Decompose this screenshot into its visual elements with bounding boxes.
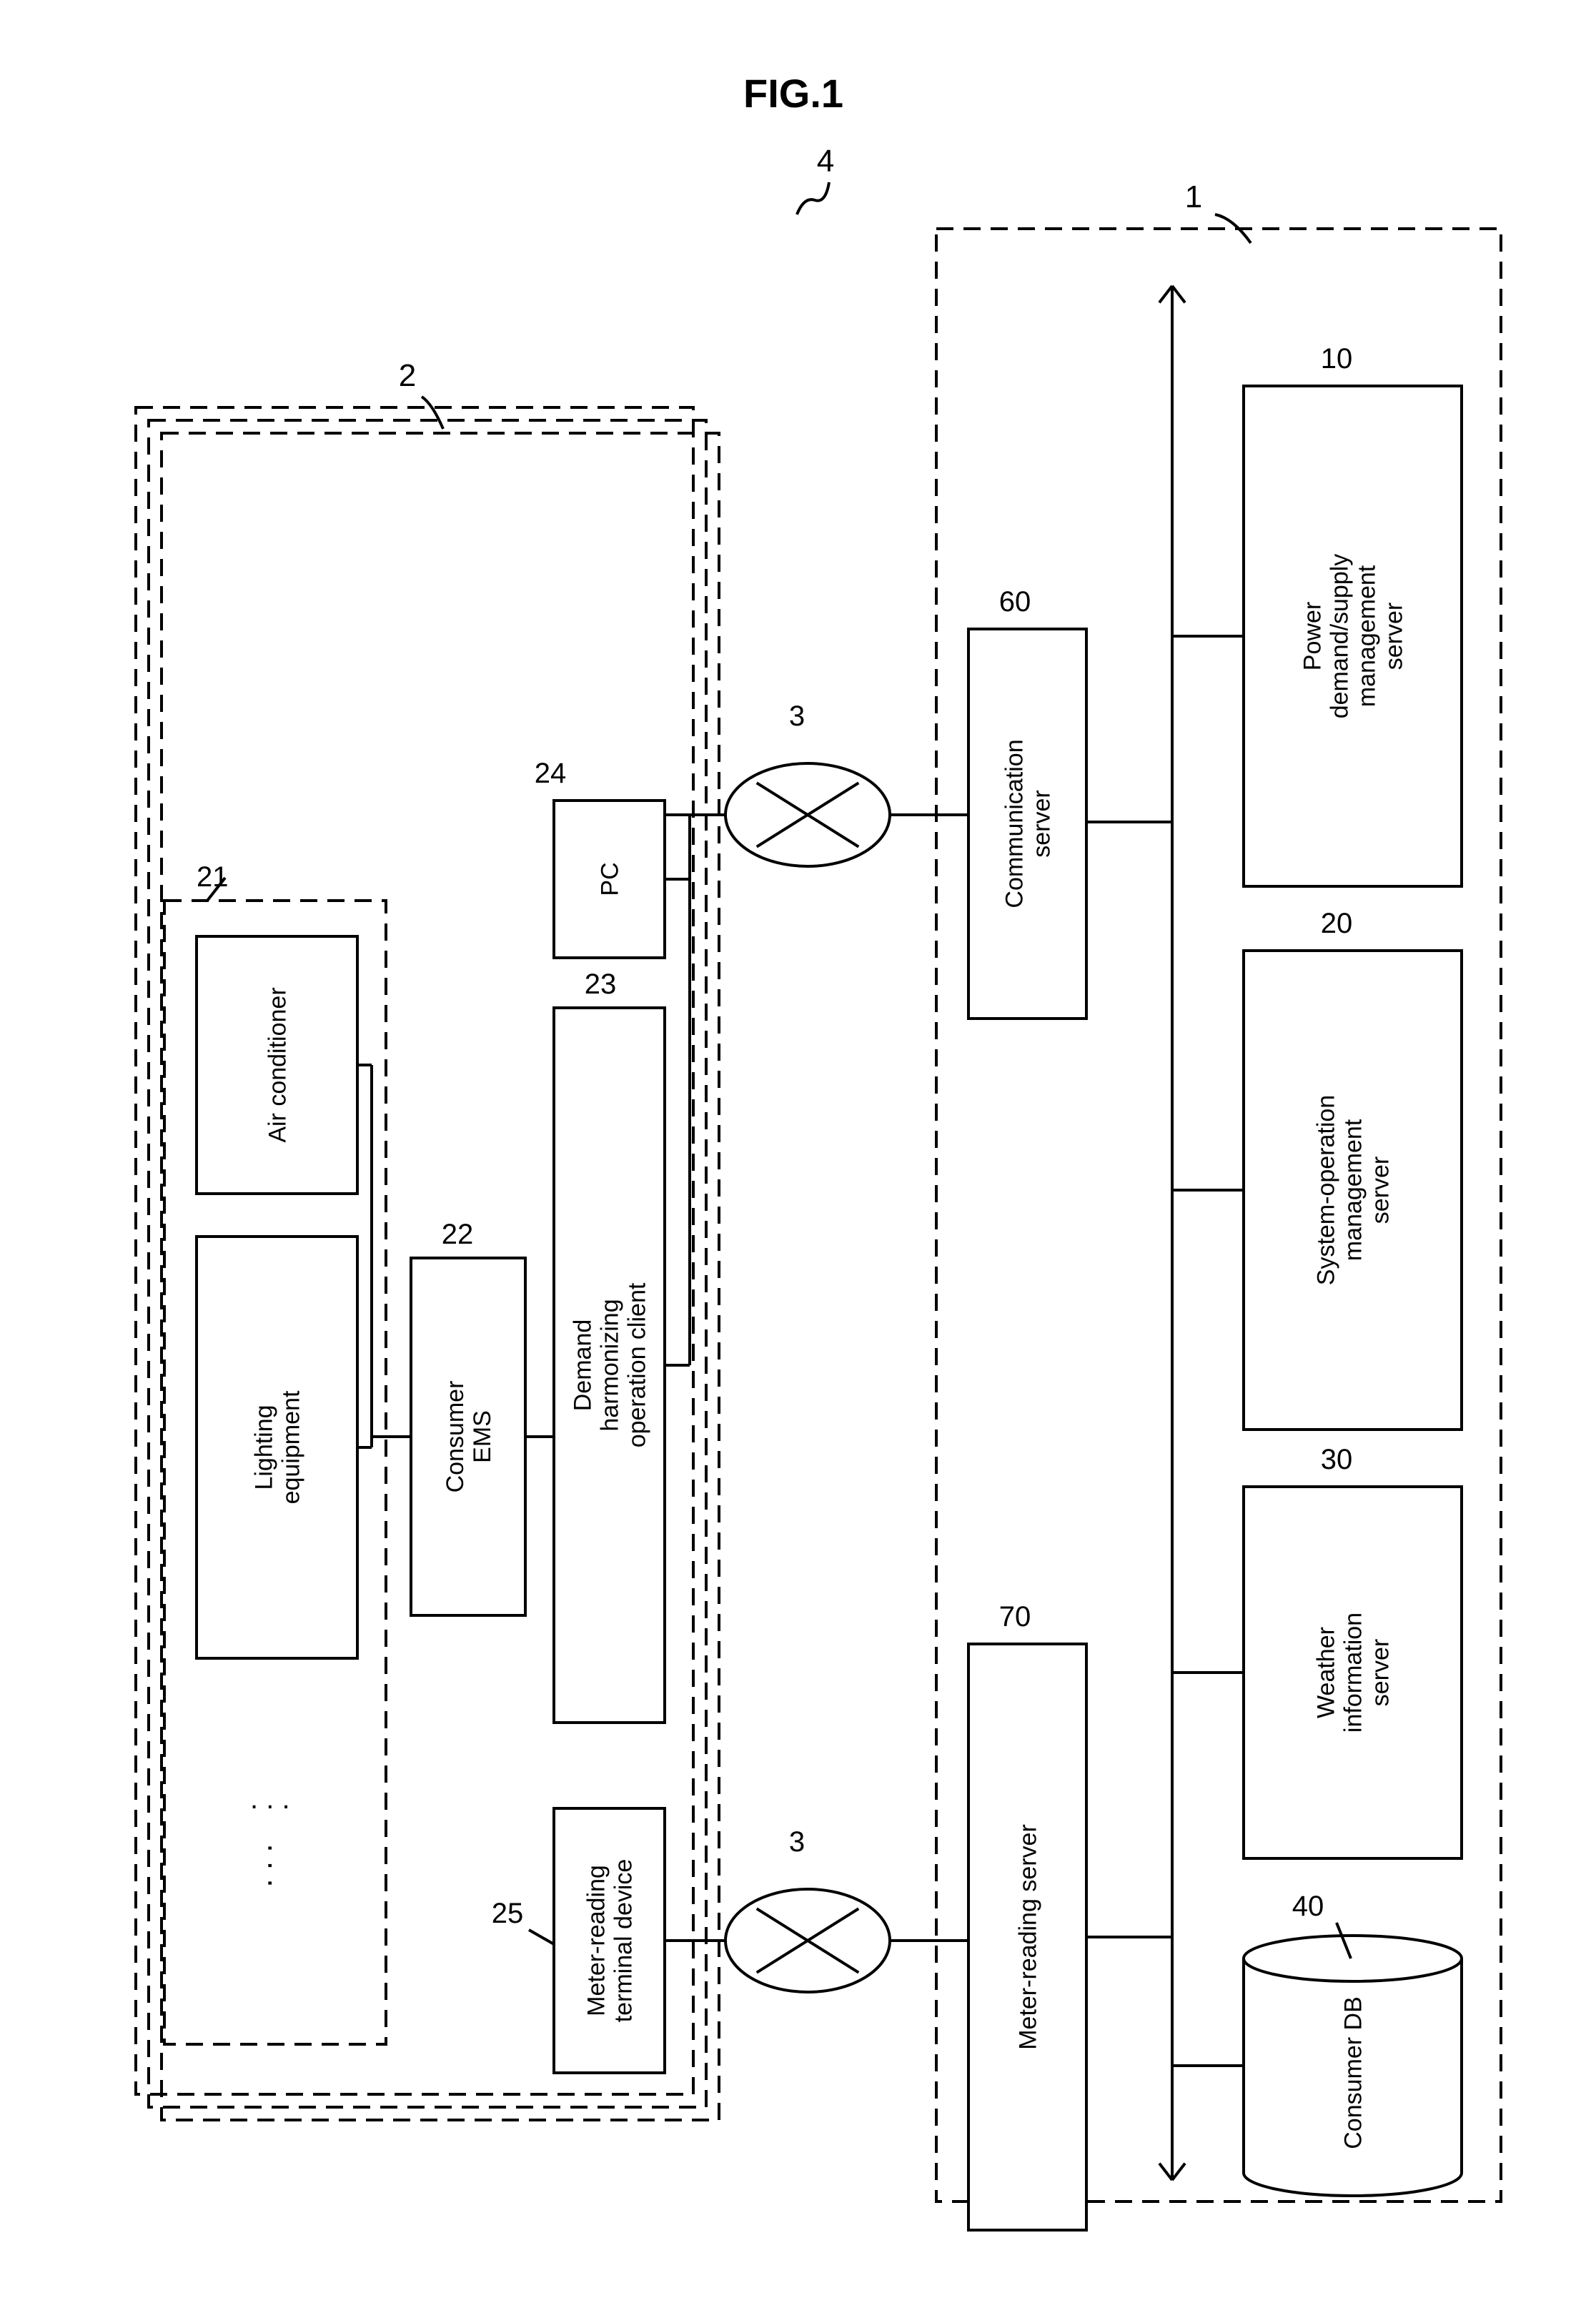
- svg-text:3: 3: [789, 700, 805, 732]
- svg-text:Meter-reading server: Meter-reading server: [1015, 1824, 1042, 2050]
- svg-text:PC: PC: [597, 862, 624, 896]
- svg-text:Consumer DB: Consumer DB: [1340, 1996, 1367, 2149]
- svg-text:20: 20: [1321, 908, 1353, 939]
- svg-text:23: 23: [585, 969, 617, 1000]
- figure-title: FIG.1: [743, 71, 843, 116]
- svg-text:Lightingequipment: Lightingequipment: [250, 1390, 304, 1504]
- svg-text:3: 3: [789, 1826, 805, 1858]
- svg-text:70: 70: [999, 1601, 1031, 1633]
- svg-text:22: 22: [442, 1219, 474, 1250]
- svg-text:. . .: . . .: [250, 1783, 290, 1815]
- svg-text:4: 4: [817, 144, 834, 179]
- svg-text:10: 10: [1321, 343, 1353, 375]
- svg-text:2: 2: [399, 358, 416, 393]
- svg-text:30: 30: [1321, 1444, 1353, 1475]
- svg-text:Air conditioner: Air conditioner: [264, 987, 292, 1142]
- svg-text:40: 40: [1292, 1891, 1324, 1922]
- svg-text:21: 21: [197, 861, 229, 893]
- svg-text:24: 24: [535, 758, 567, 789]
- svg-text:. . .: . . .: [244, 1843, 279, 1887]
- svg-text:60: 60: [999, 586, 1031, 618]
- svg-text:25: 25: [492, 1898, 524, 1929]
- svg-text:Meter-readingterminal device: Meter-readingterminal device: [583, 1859, 637, 2023]
- svg-text:1: 1: [1185, 179, 1202, 214]
